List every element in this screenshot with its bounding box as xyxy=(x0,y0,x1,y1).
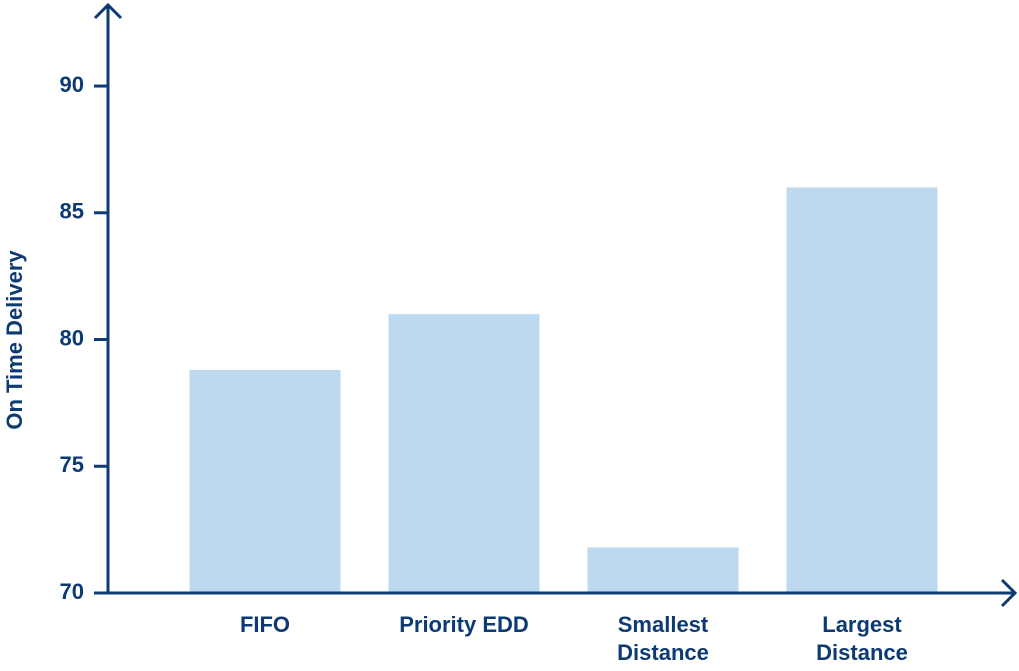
x-tick-label: Largest Distance xyxy=(816,612,908,665)
bar xyxy=(189,369,341,593)
x-tick-label: FIFO xyxy=(240,612,290,637)
y-tick-label: 85 xyxy=(60,199,84,224)
x-tick-label: Priority EDD xyxy=(399,612,529,637)
y-axis-arrow xyxy=(93,2,123,20)
y-tick-label: 90 xyxy=(60,72,84,97)
y-tick-label: 70 xyxy=(60,579,84,604)
y-tick-label: 80 xyxy=(60,325,84,350)
x-axis-arrow xyxy=(1000,578,1018,608)
bar xyxy=(587,547,739,593)
x-tick-label: Smallest Distance xyxy=(617,612,709,665)
bar xyxy=(388,314,540,593)
bar xyxy=(786,187,938,593)
y-tick-label: 75 xyxy=(60,452,84,477)
y-axis-title: On Time Delivery xyxy=(2,250,27,430)
